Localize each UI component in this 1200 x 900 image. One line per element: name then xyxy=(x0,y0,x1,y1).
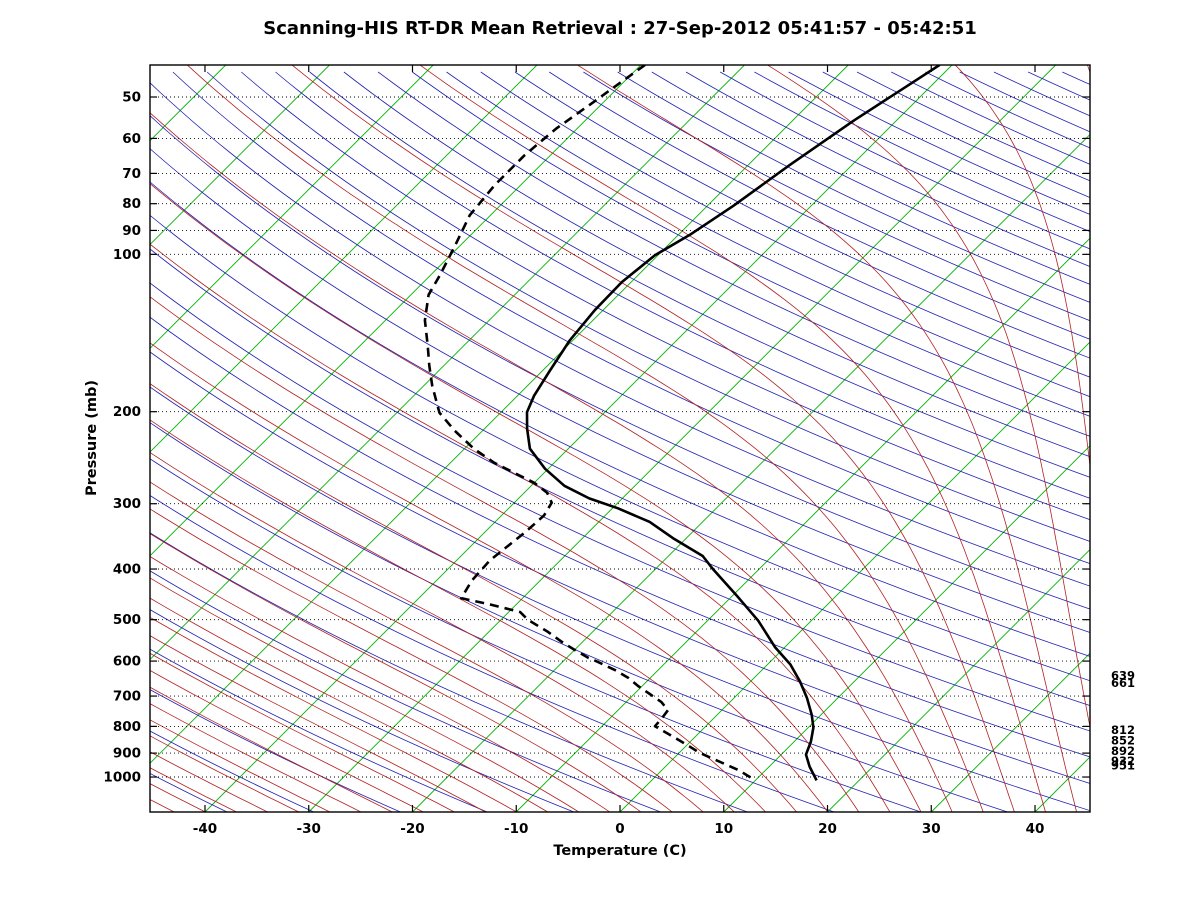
pressure-gridlines-group xyxy=(150,96,1090,778)
pressure-annotation: 852 xyxy=(1111,734,1135,748)
x-tick-label: -10 xyxy=(504,821,528,837)
x-axis-label: Temperature (C) xyxy=(553,843,687,859)
y-tick-label: 60 xyxy=(122,131,141,147)
x-tick-label: -20 xyxy=(400,821,424,837)
pressure-annotation: 951 xyxy=(1111,759,1135,773)
pressure-annotation: 661 xyxy=(1111,676,1135,690)
profiles-group xyxy=(423,65,941,782)
y-tick-label: 70 xyxy=(122,166,141,182)
y-tick-label: 300 xyxy=(113,496,141,512)
y-tick-label: 400 xyxy=(113,562,141,578)
y-tick-label: 1000 xyxy=(103,770,141,786)
x-tick-label: 30 xyxy=(922,821,941,837)
y-tick-label: 700 xyxy=(113,689,141,705)
y-tick-label: 50 xyxy=(122,90,141,106)
pressure-annotation: 932 xyxy=(1111,754,1135,768)
y-tick-label: 900 xyxy=(113,746,141,762)
x-tick-label: 20 xyxy=(818,821,837,837)
y-tick-label: 90 xyxy=(122,223,141,239)
x-tick-label: 40 xyxy=(1026,821,1045,837)
moist-adiabats-group xyxy=(150,65,1090,812)
isotherms-group xyxy=(150,65,1090,812)
y-tick-label: 80 xyxy=(122,196,141,212)
dry-adiabats-group xyxy=(150,71,1090,812)
pressure-annotation: 812 xyxy=(1111,723,1135,737)
pressure-annotation: 639 xyxy=(1111,668,1135,682)
chart-title: Scanning-HIS RT-DR Mean Retrieval : 27-S… xyxy=(263,18,977,39)
y-tick-label: 600 xyxy=(113,654,141,670)
x-tick-label: -40 xyxy=(193,821,217,837)
y-tick-label: 100 xyxy=(113,247,141,263)
y-tick-label: 200 xyxy=(113,404,141,420)
y-tick-label: 800 xyxy=(113,719,141,735)
x-tick-label: 10 xyxy=(714,821,733,837)
temperature-profile-line xyxy=(525,65,941,781)
pressure-annotation: 892 xyxy=(1111,744,1135,758)
dewpoint-profile-line xyxy=(423,65,756,782)
x-tick-label: -30 xyxy=(297,821,321,837)
tick-marks-and-labels: -40 -30 -20 -10 0 10 20 30 40 50 60 70 80 90 100 200 300… xyxy=(103,65,1135,837)
x-tick-label: 0 xyxy=(615,821,624,837)
y-tick-label: 500 xyxy=(113,612,141,628)
